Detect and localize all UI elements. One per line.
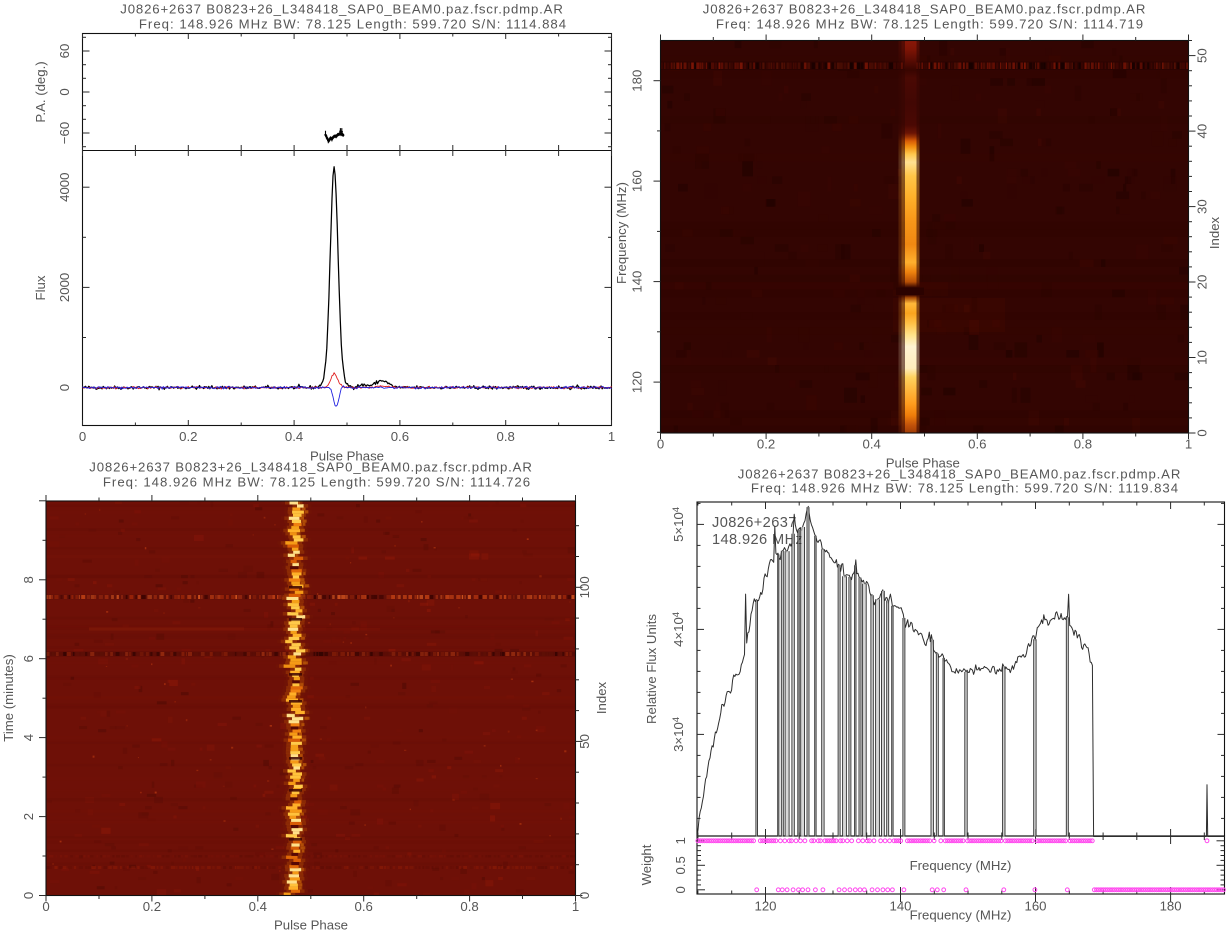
svg-text:0: 0 <box>673 886 688 893</box>
svg-text:Index: Index <box>1207 216 1222 249</box>
svg-text:0: 0 <box>577 892 592 899</box>
svg-text:0.5: 0.5 <box>673 856 688 874</box>
svg-text:180: 180 <box>1160 899 1182 914</box>
svg-text:P.A. (deg.): P.A. (deg.) <box>33 61 48 122</box>
svg-text:0.8: 0.8 <box>497 429 515 444</box>
svg-text:30: 30 <box>1195 199 1210 214</box>
svg-text:140: 140 <box>630 271 645 293</box>
svg-text:0.4: 0.4 <box>285 429 303 444</box>
svg-text:Pulse Phase: Pulse Phase <box>274 918 348 933</box>
svg-text:Frequency (MHz): Frequency (MHz) <box>910 858 1012 873</box>
svg-text:140: 140 <box>889 899 911 914</box>
svg-text:Weight: Weight <box>639 844 654 885</box>
svg-text:Pulse Phase: Pulse Phase <box>310 449 384 464</box>
svg-text:Frequency (MHz): Frequency (MHz) <box>910 908 1012 923</box>
svg-text:3×104: 3×104 <box>671 717 686 752</box>
svg-text:50: 50 <box>577 734 592 749</box>
svg-text:120: 120 <box>630 371 645 393</box>
svg-text:0: 0 <box>21 892 36 899</box>
svg-text:8: 8 <box>21 576 36 583</box>
svg-text:100: 100 <box>577 576 592 598</box>
svg-text:1: 1 <box>572 899 579 914</box>
svg-text:4×104: 4×104 <box>671 612 686 647</box>
svg-text:1: 1 <box>608 429 615 444</box>
svg-text:Index: Index <box>594 681 609 714</box>
svg-text:0.6: 0.6 <box>355 899 373 914</box>
svg-text:0.6: 0.6 <box>968 437 986 452</box>
svg-text:40: 40 <box>1195 124 1210 139</box>
svg-text:J0826+2637 B0823+26_L348418_SA: J0826+2637 B0823+26_L348418_SAP0_BEAM0.p… <box>738 467 1181 482</box>
svg-text:Freq: 148.926 MHz BW: 78.125 L: Freq: 148.926 MHz BW: 78.125 Length: 599… <box>751 481 1179 496</box>
svg-text:180: 180 <box>630 70 645 92</box>
svg-text:6: 6 <box>21 655 36 662</box>
svg-text:60: 60 <box>57 44 72 59</box>
svg-text:20: 20 <box>1195 275 1210 290</box>
svg-text:J0826+2637 B0823+26_L348418_SA: J0826+2637 B0823+26_L348418_SAP0_BEAM0.p… <box>89 460 532 475</box>
svg-text:J0826+2637: J0826+2637 <box>712 515 797 531</box>
svg-text:0: 0 <box>42 899 49 914</box>
svg-text:4000: 4000 <box>57 173 72 202</box>
svg-text:0.2: 0.2 <box>143 899 161 914</box>
svg-text:Pulse Phase: Pulse Phase <box>886 456 960 471</box>
svg-text:0.8: 0.8 <box>1074 437 1092 452</box>
svg-text:0: 0 <box>57 88 72 95</box>
svg-text:0: 0 <box>79 429 86 444</box>
svg-text:J0826+2637 B0823+26_L348418_SA: J0826+2637 B0823+26_L348418_SAP0_BEAM0.p… <box>120 2 563 17</box>
svg-text:−60: −60 <box>57 122 72 144</box>
svg-text:Relative Flux Units: Relative Flux Units <box>644 614 659 724</box>
svg-text:Time (minutes): Time (minutes) <box>1 654 16 741</box>
svg-text:0.4: 0.4 <box>863 437 881 452</box>
svg-text:Freq: 148.926 MHz BW: 78.125 L: Freq: 148.926 MHz BW: 78.125 Length: 599… <box>103 475 531 490</box>
svg-text:160: 160 <box>630 170 645 192</box>
svg-text:5×104: 5×104 <box>671 507 686 542</box>
svg-text:J0826+2637 B0823+26_L348418_SA: J0826+2637 B0823+26_L348418_SAP0_BEAM0.p… <box>703 2 1146 17</box>
svg-text:10: 10 <box>1195 350 1210 365</box>
svg-text:Flux: Flux <box>33 275 48 300</box>
svg-text:160: 160 <box>1024 899 1046 914</box>
svg-text:0.6: 0.6 <box>391 429 409 444</box>
svg-text:50: 50 <box>1195 48 1210 63</box>
svg-text:Frequency (MHz): Frequency (MHz) <box>614 182 629 284</box>
svg-text:2: 2 <box>21 813 36 820</box>
svg-text:1: 1 <box>673 837 688 844</box>
svg-text:0: 0 <box>57 384 72 391</box>
svg-text:Freq: 148.926 MHz BW: 78.125 L: Freq: 148.926 MHz BW: 78.125 Length: 599… <box>716 17 1144 32</box>
svg-text:0.4: 0.4 <box>249 899 267 914</box>
svg-text:4: 4 <box>21 734 36 741</box>
svg-text:0.2: 0.2 <box>757 437 775 452</box>
svg-text:148.926 MHz: 148.926 MHz <box>712 532 803 548</box>
svg-text:120: 120 <box>754 899 776 914</box>
svg-text:1: 1 <box>1185 437 1192 452</box>
svg-text:0.8: 0.8 <box>460 899 478 914</box>
svg-text:0: 0 <box>1195 429 1210 436</box>
svg-text:2000: 2000 <box>57 273 72 302</box>
svg-text:0.2: 0.2 <box>179 429 197 444</box>
svg-text:Freq: 148.926 MHz BW: 78.125 L: Freq: 148.926 MHz BW: 78.125 Length: 599… <box>139 17 567 32</box>
svg-text:0: 0 <box>657 437 664 452</box>
